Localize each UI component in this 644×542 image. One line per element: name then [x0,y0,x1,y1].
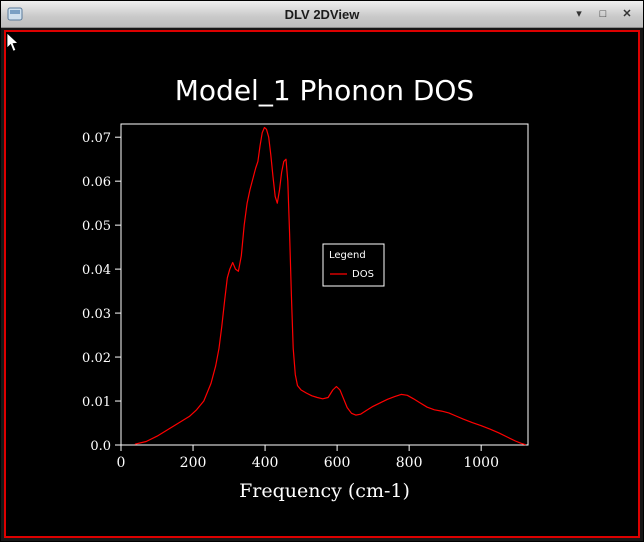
window-controls: ▾ □ ✕ [571,6,635,22]
x-tick-label: 800 [396,455,423,471]
window-title: DLV 2DView [284,6,360,22]
minimize-button[interactable]: ▾ [576,8,582,20]
y-tick-label: 0.04 [82,263,111,278]
chart-title: Model_1 Phonon DOS [175,74,474,107]
y-tick-label: 0.05 [82,219,111,234]
x-axis-label: Frequency (cm-1) [239,480,410,502]
phonon-dos-chart[interactable]: Model_1 Phonon DOS 0 200 400 600 800 1000 0.0 0.… [6,32,640,538]
dos-curve [134,126,526,446]
close-button[interactable]: ✕ [622,8,632,20]
legend-title: Legend [329,250,366,261]
app-icon [7,7,23,21]
plot-area-frame [120,123,529,446]
maximize-button[interactable]: □ [599,8,607,20]
legend-entry-label: DOS [352,269,374,280]
y-tick-label: 0.03 [82,307,111,322]
x-tick-label: 600 [324,455,351,471]
x-tick-label: 200 [180,455,207,471]
y-tick-label: 0.06 [82,175,111,190]
legend-box [322,243,385,287]
x-tick-label: 400 [252,455,279,471]
y-tick-label: 0.01 [82,395,111,410]
2dview-canvas-area[interactable]: Model_1 Phonon DOS 0 200 400 600 800 1000 0.0 0.… [4,30,640,538]
y-tick-label: 0.02 [82,351,111,366]
x-tick-label: 0 [117,455,126,471]
y-tick-label: 0.07 [82,131,111,146]
window-titlebar[interactable]: DLV 2DView ▾ □ ✕ [1,1,643,28]
y-tick-label: 0.0 [90,439,111,454]
x-tick-label: 1000 [463,455,499,471]
